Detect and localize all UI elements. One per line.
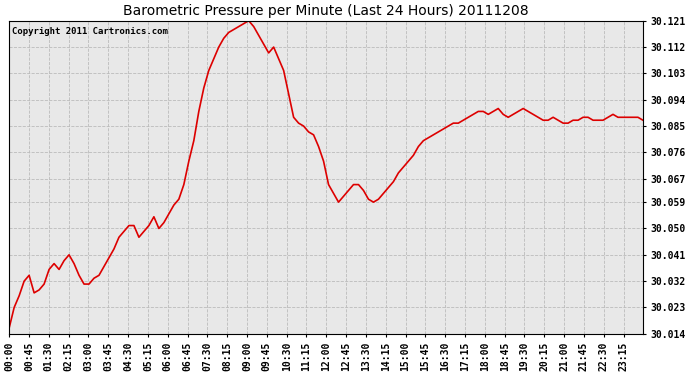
Title: Barometric Pressure per Minute (Last 24 Hours) 20111208: Barometric Pressure per Minute (Last 24 … [124,4,529,18]
Text: Copyright 2011 Cartronics.com: Copyright 2011 Cartronics.com [12,27,168,36]
